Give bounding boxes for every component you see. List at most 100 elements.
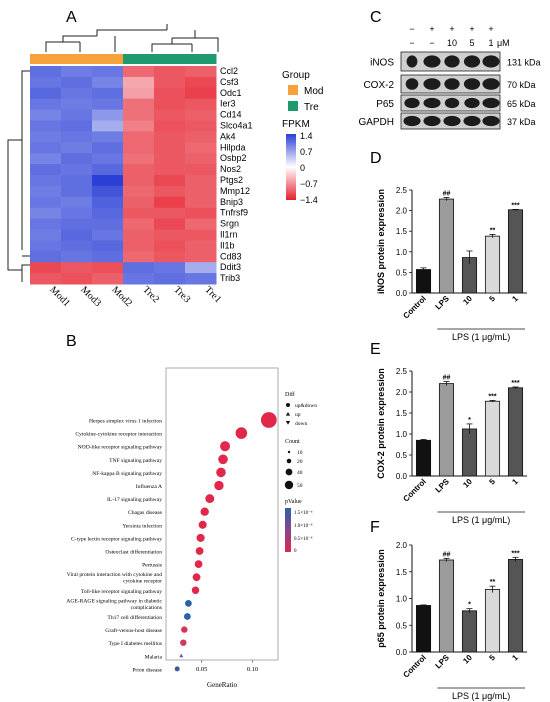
bar-chart-inos: 0.0 0.5 1.0 1.5 2.0 2.5 iNOS protein expressio…: [376, 186, 527, 342]
sample-label: Tre3: [171, 284, 192, 305]
gene-label: Csf3: [220, 77, 239, 87]
y-tick-label: 0.5: [396, 621, 408, 630]
category-label: 5: [487, 294, 497, 304]
heatmap-cell: [123, 218, 155, 230]
y-axis-label: COX-2 protein expression: [376, 368, 386, 479]
heatmap-cell: [123, 98, 155, 111]
pathway-label: TNF signaling pathway: [109, 458, 162, 464]
heatmap-cell: [154, 87, 186, 100]
group-legend-title: Group: [282, 70, 310, 81]
heatmap-cell: [123, 120, 155, 132]
gene-label: Trib3: [220, 273, 240, 283]
sample-label: Mod1: [47, 284, 72, 309]
pathway-dot: [200, 507, 209, 516]
heatmap-cell: [123, 131, 155, 143]
bar: [438, 198, 455, 294]
category-label: 10: [461, 653, 474, 666]
pathway-dot: [218, 454, 228, 465]
heatmap-cell: [61, 218, 93, 230]
x-axis-label: GeneRatio: [207, 681, 237, 689]
treatment-sign: +: [488, 24, 493, 34]
heatmap-cell: [30, 240, 62, 252]
pathway-label: Chagas disease: [128, 510, 163, 516]
band-label: P65: [376, 99, 394, 110]
heatmap-cell: [92, 207, 124, 220]
pathway-dot: [194, 560, 203, 568]
blot-unit: μM: [497, 38, 510, 48]
heatmap-cell: [185, 262, 217, 274]
heatmap-cell: [185, 131, 217, 143]
pathway-label: C-type lectin receptor signaling pathway: [71, 536, 162, 542]
bar: [438, 383, 455, 477]
row-dendrogram: [7, 70, 30, 282]
x-axis-label: LPS (1 μg/mL): [452, 332, 510, 342]
heatmap-cell: [61, 98, 93, 111]
heatmap-cell: [61, 131, 93, 143]
heatmap-cell: [185, 142, 217, 154]
protein-band: [444, 97, 460, 109]
heatmap-cell: [123, 153, 155, 165]
category-label: LPS: [434, 294, 452, 312]
heatmap-cell: [30, 120, 62, 132]
band-size: 65 kDa: [507, 99, 536, 109]
pathway-dot: [183, 613, 191, 620]
significance-mark: *: [468, 602, 471, 609]
band-label: iNOS: [370, 58, 394, 69]
panel-label-b: B: [66, 333, 77, 350]
y-tick-label: 2.0: [396, 388, 408, 397]
heatmap-cell: [185, 98, 217, 111]
heatmap-cell: [123, 164, 155, 176]
treatment-dose: −: [429, 38, 434, 48]
band-label: COX-2: [363, 80, 394, 91]
significance-mark: **: [490, 579, 496, 586]
fpkm-tick: −1.4: [300, 195, 318, 205]
heatmap-cell: [92, 153, 124, 165]
heatmap-cell: [30, 251, 62, 263]
gene-label: Ak4: [220, 131, 236, 141]
heatmap-cell: [30, 164, 62, 176]
significance-mark: ##: [443, 551, 451, 558]
bar: [415, 605, 432, 653]
category-label: 10: [461, 294, 474, 307]
sample-label: Mod2: [109, 284, 134, 309]
group-legend-mod: Mod: [304, 86, 323, 97]
band-size: 37 kDa: [507, 117, 536, 127]
heatmap-cell: [123, 185, 155, 198]
bar-chart-p65: 0.0 0.5 1.0 1.5 2.0 p65 protein expression Con…: [376, 541, 527, 701]
heatmap-cell: [154, 109, 186, 121]
heatmap-cell: [185, 153, 217, 165]
y-tick-label: 0.5: [396, 451, 408, 460]
legend-diff-item: up: [295, 412, 301, 418]
significance-mark: ***: [511, 550, 519, 557]
category-label: 10: [461, 477, 474, 490]
y-tick-label: 1.0: [396, 430, 408, 439]
heatmap-cell: [92, 251, 124, 263]
heatmap-cell: [154, 218, 186, 230]
heatmap-cell: [61, 251, 93, 263]
heatmap-cell: [185, 218, 217, 230]
x-axis-label: LPS (1 μg/mL): [452, 515, 510, 525]
heatmap-cell: [30, 196, 62, 209]
heatmap-cell: [185, 229, 217, 241]
heatmap-cell: [154, 196, 186, 209]
heatmap-cell: [185, 251, 217, 263]
legend-diff-marker: [286, 403, 290, 407]
heatmap-cell: [30, 76, 62, 89]
heatmap-cell: [154, 273, 186, 285]
heatmap-cell: [61, 175, 93, 187]
significance-mark: ##: [443, 190, 451, 197]
sample-label: Tre1: [202, 284, 223, 305]
gene-label: Srgn: [220, 219, 239, 229]
pathway-dot: [216, 467, 226, 478]
bar: [415, 439, 432, 477]
column-dendrogram: [45, 24, 219, 52]
category-label: Control: [401, 477, 427, 503]
group-bar-cell: [185, 54, 217, 64]
heatmap-cell: [30, 229, 62, 241]
treatment-dose: 5: [469, 38, 474, 48]
band-size: 131 kDa: [507, 58, 541, 68]
heatmap-cell: [92, 273, 124, 285]
legend-count-item: 10: [297, 450, 303, 456]
pathway-label: Type I diabetes mellitus: [108, 641, 162, 647]
heatmap-cell: [30, 142, 62, 154]
